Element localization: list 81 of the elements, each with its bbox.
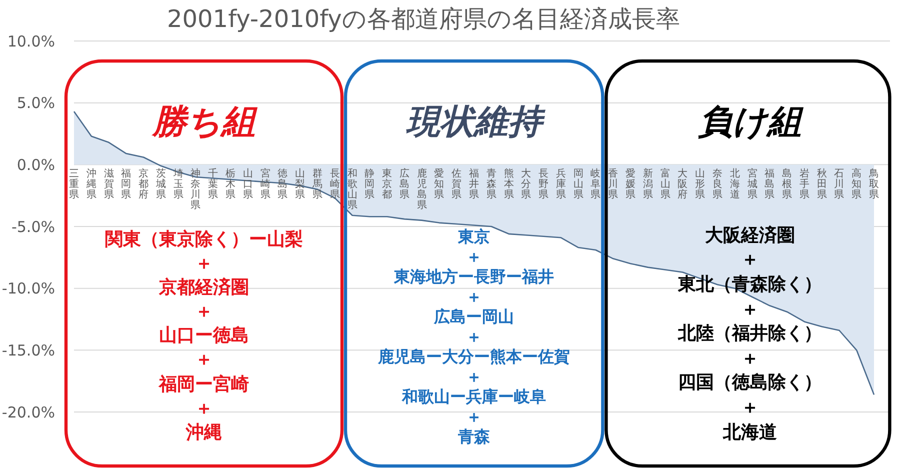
x-tick-label: 岩手県 xyxy=(799,168,810,201)
x-tick-label: 香川県 xyxy=(608,168,618,201)
annotation: ＋ xyxy=(195,398,213,419)
x-tick-label: 兵庫県 xyxy=(556,168,566,201)
x-tick-label: 青森県 xyxy=(486,168,496,201)
x-tick-label: 長崎県 xyxy=(330,168,340,201)
annotation: ＋ xyxy=(466,367,482,386)
text: 青森 xyxy=(458,427,490,446)
annotation: 北陸（福井除く） xyxy=(678,323,822,344)
x-tick-label: 和歌山県 xyxy=(347,168,358,212)
x-tick-label: 島根県 xyxy=(782,168,792,201)
x-tick-label: 富山県 xyxy=(660,168,670,201)
annotation: ＋ xyxy=(741,396,759,418)
x-tick-label: 佐賀県 xyxy=(452,168,462,201)
x-tick-label: 福岡県 xyxy=(121,168,132,201)
annotation: 福岡ー宮崎 xyxy=(159,374,249,395)
x-tick-label: 京都府 xyxy=(138,168,149,201)
x-tick-label: 長野県 xyxy=(538,168,549,201)
x-tick-label: 岐阜県 xyxy=(590,168,601,201)
annotation: 四国（徳島除く） xyxy=(678,372,822,394)
x-tick-label: 岡山県 xyxy=(573,168,584,201)
annotation: ＋ xyxy=(466,407,482,426)
y-tick-label: -10.0% xyxy=(2,280,55,298)
annotation: 勝ち組 xyxy=(152,102,256,142)
x-tick-label: 福島県 xyxy=(764,168,775,201)
x-tick-label: 茨城県 xyxy=(154,168,166,201)
y-tick-label: 0.0% xyxy=(16,156,55,174)
annotation: 東京 xyxy=(458,227,490,246)
x-tick-label: 山口県 xyxy=(242,168,253,201)
x-tick-label: 石川県 xyxy=(834,168,844,201)
annotation: ＋ xyxy=(195,253,213,274)
x-tick-label: 新潟県 xyxy=(642,168,653,201)
annotation: 山口ー徳島 xyxy=(159,325,249,346)
x-tick-label: 千葉県 xyxy=(208,168,218,201)
x-tick-label: 北海道 xyxy=(730,168,740,201)
annotation: ＋ xyxy=(466,327,482,346)
x-tick-label: 東京都 xyxy=(382,168,392,201)
annotation: ＋ xyxy=(195,301,213,322)
annotation: ＋ xyxy=(466,247,482,266)
annotation: 鹿児島ー大分ー熊本ー佐賀 xyxy=(378,347,570,366)
text: 北海道 xyxy=(723,422,777,442)
x-tick-label: 熊本県 xyxy=(504,168,514,201)
annotation: ＋ xyxy=(741,249,759,270)
y-tick-label: 5.0% xyxy=(16,94,55,112)
annotation: 京都経済圏 xyxy=(159,277,249,298)
y-tick-label: -20.0% xyxy=(2,403,55,422)
annotation: ＋ xyxy=(466,287,482,306)
x-tick-label: 広島県 xyxy=(399,168,410,201)
x-tick-label: 栃木県 xyxy=(226,168,236,201)
annotation: 東海地方ー長野ー福井 xyxy=(394,267,554,286)
x-tick-label: 愛知県 xyxy=(434,168,444,201)
x-tick-label: 高知県 xyxy=(852,168,862,201)
x-tick-label: 山形県 xyxy=(695,168,706,201)
annotation: 関東（東京除く）ー山梨 xyxy=(105,228,303,250)
annotation: 大阪経済圏 xyxy=(705,224,795,246)
x-tick-label: 秋田県 xyxy=(816,168,827,201)
x-tick-label: 沖縄県 xyxy=(85,168,96,201)
x-tick-label: 鳥取県 xyxy=(868,168,879,201)
x-tick-label: 福井県 xyxy=(469,168,479,201)
x-tick-label: 大分県 xyxy=(521,168,532,201)
x-tick-label: 愛媛県 xyxy=(626,168,636,201)
x-tick-label: 奈良県 xyxy=(712,168,722,201)
chart-title: 2001fy-2010fyの各都道府県の名目経済成長率 xyxy=(167,4,680,35)
y-tick-label: -15.0% xyxy=(2,341,55,360)
x-tick-label: 鹿児島県 xyxy=(416,168,427,212)
y-tick-label: -5.0% xyxy=(11,218,55,236)
x-tick-label: 滋賀県 xyxy=(104,168,114,201)
annotation: ＋ xyxy=(741,348,759,369)
x-tick-label: 群馬県 xyxy=(311,168,322,201)
x-tick-label: 三重県 xyxy=(69,168,79,201)
x-tick-label: 宮崎県 xyxy=(260,168,270,201)
annotation: ＋ xyxy=(741,298,759,320)
x-tick-label: 大阪府 xyxy=(678,168,688,201)
x-tick-label: 静岡県 xyxy=(364,168,375,201)
annotation: 広島ー岡山 xyxy=(434,307,514,326)
annotation: 和歌山ー兵庫ー岐阜 xyxy=(402,387,546,406)
annotation: ＋ xyxy=(195,349,213,370)
text: 沖縄 xyxy=(186,422,222,443)
x-tick-label: 宮城県 xyxy=(746,168,758,201)
y-tick-label: 10.0% xyxy=(7,32,55,50)
annotation: 負け組 xyxy=(698,102,802,142)
